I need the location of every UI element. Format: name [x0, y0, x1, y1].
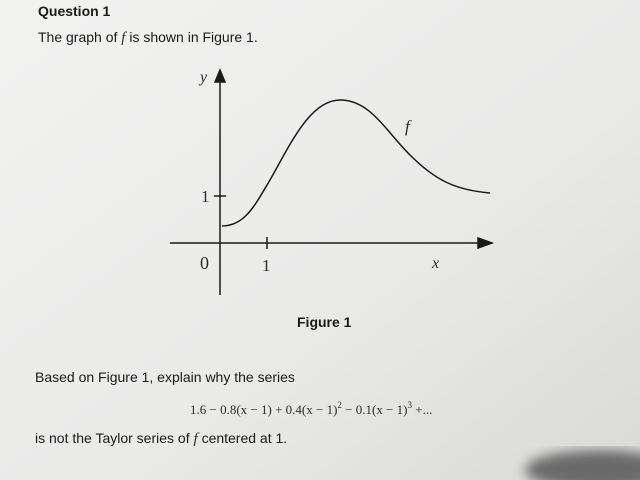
x-axis-label: x [431, 255, 439, 272]
origin-label: 0 [200, 253, 209, 273]
y-tick-label: 1 [201, 187, 210, 206]
figure [170, 68, 495, 295]
curve-label: f [405, 117, 412, 136]
text-part: The graph of [38, 29, 117, 45]
y-arrow [213, 68, 227, 83]
text-part: +... [412, 402, 432, 417]
text-part: 2 [337, 400, 342, 410]
x-arrow [477, 236, 495, 250]
question-title: Question 1 [38, 3, 111, 19]
text-part: centered at 1. [202, 430, 288, 446]
prompt-text: Based on Figure 1, explain why the serie… [35, 369, 295, 385]
x-tick-label: 1 [262, 256, 271, 275]
text-part: 3 [407, 400, 412, 410]
intro-text: The graph of f is shown in Figure 1. [38, 29, 258, 46]
curve [221, 99, 491, 227]
closing-text: is not the Taylor series of f centered a… [35, 430, 287, 447]
text-part: 1.6 − 0.8(x − 1) + 0.4(x − 1) [190, 402, 337, 417]
text-part: − 0.1(x − 1) [342, 402, 408, 417]
y-axis-label: y [198, 69, 208, 86]
shadow [525, 450, 640, 480]
figure-caption: Figure 1 [297, 314, 352, 330]
text-part: is not the Taylor series of [35, 430, 190, 446]
series-formula: 1.6 − 0.8(x − 1) + 0.4(x − 1)2 − 0.1(x −… [190, 400, 432, 417]
text-part: is shown in Figure 1. [129, 29, 257, 45]
text-part: f [121, 30, 127, 46]
text-part: f [194, 431, 200, 447]
